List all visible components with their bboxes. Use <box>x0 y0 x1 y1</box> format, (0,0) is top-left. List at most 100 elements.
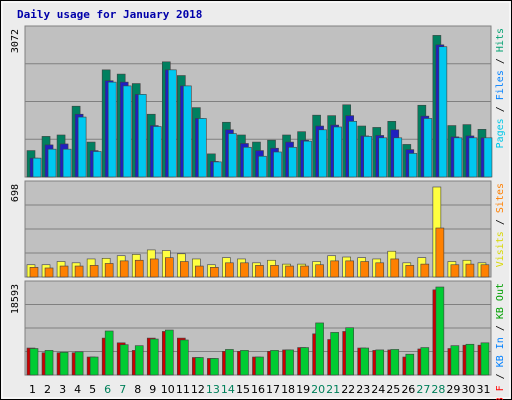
bar-kb-out-day-7 <box>119 344 129 376</box>
series-kb-out <box>29 286 490 376</box>
bar-kb-out-day-17 <box>270 350 279 376</box>
bar-kb-out-day-10 <box>164 329 174 376</box>
day-label-28: 28 <box>431 383 445 396</box>
day-label-17: 17 <box>266 383 280 396</box>
bar-kb-out-day-6 <box>104 330 114 376</box>
bar-pages-day-21 <box>333 126 342 178</box>
bar-kb-out-day-8 <box>134 345 144 376</box>
legend-entry: KB Out <box>495 283 506 319</box>
day-label-18: 18 <box>281 383 295 396</box>
legend-entry: KB F <box>495 385 506 400</box>
bar-pages-day-27 <box>423 118 433 178</box>
bar-sites-day-17 <box>270 265 279 278</box>
bar-kb-out-day-24 <box>375 349 385 376</box>
bar-sites-day-20 <box>315 264 324 278</box>
legend-entry: Hits <box>495 28 506 52</box>
bar-sites-day-14 <box>225 262 234 278</box>
day-label-12: 12 <box>191 383 205 396</box>
day-label-31: 31 <box>476 383 490 396</box>
bar-sites-day-31 <box>480 264 490 278</box>
bar-sites-day-8 <box>134 259 144 278</box>
bar-kb-out-day-16 <box>255 356 264 376</box>
day-label-13: 13 <box>206 383 220 396</box>
bar-sites-day-10 <box>164 257 174 278</box>
bar-sites-day-13 <box>210 267 219 278</box>
day-label-26: 26 <box>401 383 415 396</box>
day-label-6: 6 <box>104 383 111 396</box>
bar-kb-out-day-12 <box>195 357 204 376</box>
bar-kb-out-day-5 <box>89 356 99 376</box>
legend-entry: / <box>495 52 506 70</box>
bar-pages-day-26 <box>408 153 418 178</box>
day-label-4: 4 <box>74 383 81 396</box>
bar-sites-day-15 <box>240 262 249 278</box>
bar-sites-day-6 <box>104 263 114 278</box>
bar-pages-day-10 <box>167 69 177 178</box>
bar-kb-out-day-1 <box>29 348 39 376</box>
day-label-15: 15 <box>236 383 250 396</box>
bar-kb-out-day-19 <box>300 347 309 376</box>
day-label-20: 20 <box>311 383 325 396</box>
bar-sites-day-22 <box>345 260 354 278</box>
panel-max-label: 3072 <box>10 29 21 53</box>
bar-sites-day-19 <box>300 265 309 278</box>
bar-sites-day-3 <box>59 265 69 278</box>
bar-kb-out-day-30 <box>465 343 475 376</box>
bar-pages-day-23 <box>363 136 373 178</box>
day-label-7: 7 <box>119 383 126 396</box>
panel-legend: Visits / Sites <box>495 183 506 267</box>
legend-entry: Files <box>495 70 506 100</box>
day-label-21: 21 <box>326 383 340 396</box>
x-axis-day-labels: 1 2 3 4 5 6 7 8 9 10 11 12 13 14 15 16 17 18 19 20 21 22 23 24 2… <box>29 383 490 396</box>
day-label-3: 3 <box>59 383 66 396</box>
legend-entry: / <box>495 319 506 337</box>
day-label-11: 11 <box>176 383 190 396</box>
bar-sites-day-12 <box>195 265 204 278</box>
bar-sites-day-9 <box>149 258 159 278</box>
bar-kb-out-day-31 <box>480 342 490 376</box>
bar-sites-day-27 <box>420 263 430 278</box>
day-label-19: 19 <box>296 383 310 396</box>
bar-pages-day-15 <box>243 146 252 178</box>
legend-entry: KB In <box>495 337 506 367</box>
bar-pages-day-25 <box>393 137 403 178</box>
bar-pages-day-16 <box>258 155 267 178</box>
series-sites <box>29 227 490 278</box>
bar-sites-day-28 <box>435 227 445 278</box>
bar-sites-day-7 <box>119 260 129 278</box>
bar-sites-day-1 <box>29 267 39 278</box>
bar-pages-day-3 <box>62 148 72 178</box>
bar-sites-day-11 <box>180 261 189 278</box>
bar-kb-out-day-18 <box>285 349 294 376</box>
bar-sites-day-21 <box>330 260 339 278</box>
legend-entry: Pages <box>495 118 506 148</box>
chart-title: Daily usage for January 2018 <box>17 8 202 21</box>
panel-pages-files-hits: 3072 Pages / Files / Hits <box>10 25 506 178</box>
bar-kb-out-day-28 <box>435 286 445 376</box>
legend-entry: Visits <box>495 231 506 267</box>
bar-pages-day-29 <box>453 137 463 178</box>
bar-pages-day-17 <box>273 151 282 178</box>
bar-kb-out-day-9 <box>149 338 159 376</box>
bar-kb-out-day-21 <box>330 332 339 376</box>
legend-entry: Sites <box>495 183 506 213</box>
day-label-9: 9 <box>149 383 156 396</box>
bar-sites-day-26 <box>405 265 415 278</box>
bar-kb-out-day-13 <box>210 358 219 376</box>
bar-pages-day-2 <box>47 148 57 178</box>
bar-pages-day-13 <box>213 161 222 178</box>
bar-sites-day-18 <box>285 265 294 278</box>
bar-pages-day-12 <box>198 118 207 178</box>
bar-pages-day-22 <box>348 121 357 178</box>
bar-kb-out-day-23 <box>360 347 370 376</box>
bar-pages-day-18 <box>288 146 297 178</box>
bar-pages-day-1 <box>32 157 42 178</box>
legend-entry: / <box>495 100 506 118</box>
bar-sites-day-4 <box>74 265 84 278</box>
bar-kb-out-day-2 <box>44 350 54 376</box>
panel-max-label: 698 <box>10 184 21 202</box>
bar-pages-day-8 <box>137 94 147 178</box>
bar-pages-day-6 <box>107 81 117 178</box>
